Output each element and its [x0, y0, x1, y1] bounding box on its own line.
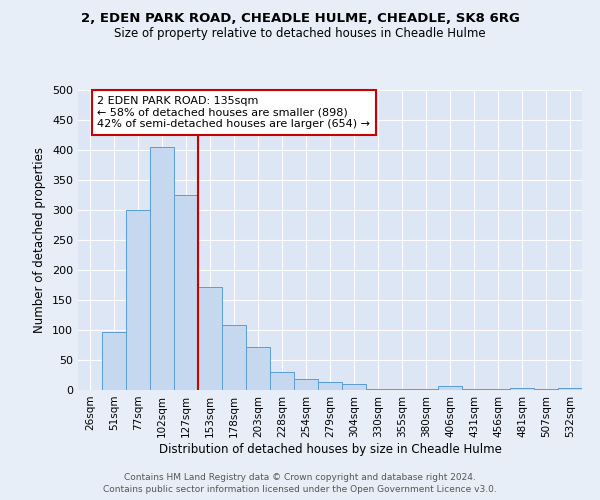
Text: Contains HM Land Registry data © Crown copyright and database right 2024.: Contains HM Land Registry data © Crown c…: [124, 472, 476, 482]
Text: 2 EDEN PARK ROAD: 135sqm
← 58% of detached houses are smaller (898)
42% of semi-: 2 EDEN PARK ROAD: 135sqm ← 58% of detach…: [97, 96, 370, 129]
Bar: [198, 287, 222, 390]
Bar: [318, 382, 342, 390]
Bar: [510, 388, 534, 390]
Bar: [294, 379, 318, 390]
Bar: [102, 332, 126, 390]
Bar: [438, 386, 462, 390]
Bar: [222, 324, 246, 390]
Bar: [246, 348, 270, 390]
Bar: [174, 195, 198, 390]
Text: Size of property relative to detached houses in Cheadle Hulme: Size of property relative to detached ho…: [114, 28, 486, 40]
Bar: [558, 388, 582, 390]
Y-axis label: Number of detached properties: Number of detached properties: [34, 147, 46, 333]
Bar: [270, 372, 294, 390]
Text: 2, EDEN PARK ROAD, CHEADLE HULME, CHEADLE, SK8 6RG: 2, EDEN PARK ROAD, CHEADLE HULME, CHEADL…: [80, 12, 520, 26]
Bar: [126, 210, 150, 390]
Text: Contains public sector information licensed under the Open Government Licence v3: Contains public sector information licen…: [103, 485, 497, 494]
Bar: [150, 147, 174, 390]
Bar: [342, 384, 366, 390]
X-axis label: Distribution of detached houses by size in Cheadle Hulme: Distribution of detached houses by size …: [158, 442, 502, 456]
